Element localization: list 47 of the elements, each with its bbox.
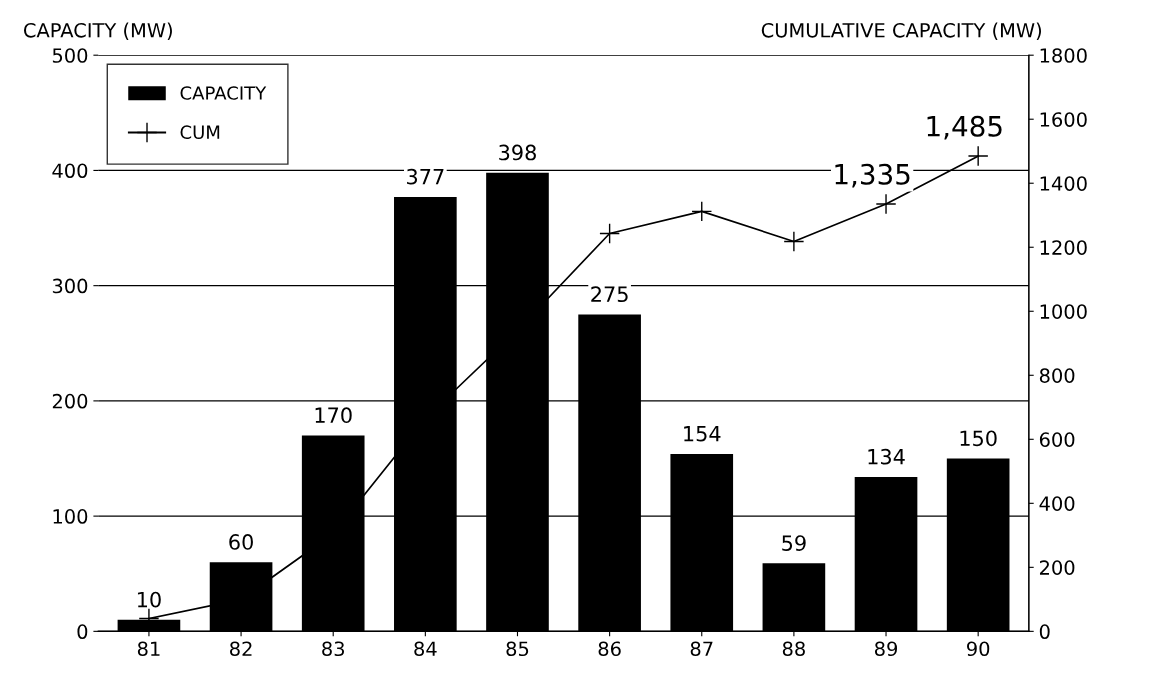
y-tick-label: 500: [52, 48, 88, 63]
y2-tick-label: 0: [1039, 624, 1050, 640]
data-label: 398: [499, 144, 536, 161]
legend-label: CUM: [180, 125, 220, 140]
y-tick-label: 200: [52, 393, 88, 409]
x-tick-label: 85: [506, 641, 529, 657]
data-label: 10: [137, 591, 161, 608]
point: [691, 200, 713, 222]
y2-tick-label: 600: [1039, 432, 1075, 447]
x-tick-label: 84: [414, 641, 437, 657]
y2-tick-label: 1800: [1040, 48, 1087, 63]
x-tick-label: 89: [874, 641, 898, 657]
x-tick-label: 81: [137, 641, 160, 657]
y2-tick-label: 1600: [1040, 112, 1087, 127]
data-label: 154: [684, 426, 721, 442]
y2-tick-label: 800: [1039, 368, 1075, 383]
data-label: 59: [782, 535, 806, 551]
data-label: 150: [960, 430, 997, 447]
point: [783, 231, 805, 252]
y2-tick-label: 1200: [1040, 240, 1087, 255]
y2-tick-label: 1000: [1040, 304, 1087, 319]
x-tick-label: 90: [967, 641, 990, 657]
y-tick-label: 100: [53, 509, 88, 524]
y2-tick-label: 200: [1039, 560, 1075, 575]
y-axis-title: CAPACITY (MW): [23, 22, 172, 40]
point: [599, 223, 621, 244]
data-label: 377: [407, 168, 444, 185]
y-tick-label: 0: [77, 624, 88, 640]
data-label: 134: [868, 448, 905, 465]
data-label: 1,335: [835, 163, 910, 188]
y-tick-label: 300: [52, 278, 88, 294]
point: [967, 145, 989, 167]
point: [875, 193, 897, 215]
x-tick-label: 82: [230, 641, 252, 657]
data-label: 170: [315, 407, 352, 424]
y2-axis-title: CUMULATIVE CAPACITY (MW): [761, 22, 1042, 40]
y2-tick-label: 1400: [1040, 176, 1087, 191]
y-tick-label: 400: [52, 163, 88, 179]
x-tick-label: 86: [598, 641, 621, 657]
data-label: 275: [591, 286, 628, 303]
y2-tick-label: 400: [1039, 496, 1075, 511]
data-label: 1,485: [927, 115, 1002, 140]
data-label: 60: [229, 534, 253, 550]
x-tick-label: 83: [322, 641, 345, 657]
x-tick-label: 87: [690, 641, 713, 657]
x-tick-label: 88: [782, 641, 805, 657]
legend-label: CAPACITY: [180, 86, 267, 100]
